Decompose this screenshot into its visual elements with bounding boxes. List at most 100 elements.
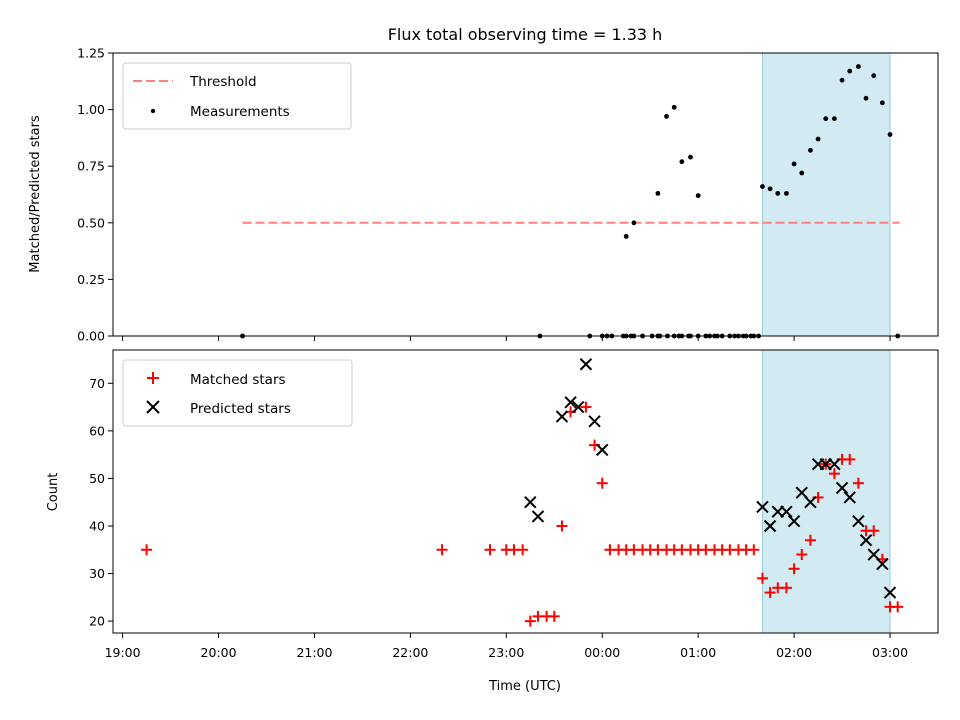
matched-star-point <box>517 544 529 556</box>
legend-predicted-swatch <box>146 400 160 414</box>
measurement-point <box>688 154 693 160</box>
matched-star-point <box>484 544 496 556</box>
matched-star-point <box>796 549 808 561</box>
observing-window-shade-bottom <box>761 349 891 634</box>
x-tick-label: 23:00 <box>488 645 524 660</box>
matched-star-point <box>580 401 592 413</box>
y-tick-label: 20 <box>89 614 105 629</box>
observing-window-shade <box>761 52 891 337</box>
matched-star-point <box>780 582 792 594</box>
measurement-point <box>799 170 805 176</box>
legend-predicted-label: Predicted stars <box>190 401 291 417</box>
predicted-star-point <box>859 534 873 547</box>
x-axis-label: Time (UTC) <box>488 679 561 694</box>
bottom-y-axis-label: Count <box>46 473 61 512</box>
measurement-point <box>855 64 861 69</box>
measurement-point <box>887 132 893 137</box>
matched-star-point <box>828 468 840 480</box>
legend-matched-label: Matched stars <box>190 372 286 388</box>
measurement-point <box>815 136 821 142</box>
measurement-point <box>839 77 845 83</box>
matched-star-point <box>141 544 153 556</box>
measurement-point <box>808 147 813 153</box>
predicted-star-point <box>572 400 585 414</box>
matched-star-point <box>764 587 776 599</box>
x-tick-label: 19:00 <box>105 645 141 660</box>
measurement-point <box>784 190 789 196</box>
y-tick-label: 60 <box>89 423 105 438</box>
matched-star-point <box>524 615 536 627</box>
measurement-point <box>791 161 797 167</box>
matched-star-point <box>844 453 856 465</box>
measurement-point <box>664 113 669 119</box>
matched-star-point <box>788 563 800 575</box>
y-tick-label: 1.00 <box>77 102 105 117</box>
predicted-star-point <box>524 495 537 509</box>
predicted-star-point <box>828 457 841 471</box>
bottom-plot-frame <box>112 349 939 634</box>
measurement-point <box>879 100 885 106</box>
predicted-star-point <box>804 495 817 509</box>
x-tick-label: 21:00 <box>296 645 332 660</box>
matched-star-point <box>756 572 768 584</box>
matched-star-point <box>868 525 880 537</box>
x-tick-label: 02:00 <box>776 645 812 660</box>
x-tick-label: 01:00 <box>680 645 716 660</box>
x-tick-label: 00:00 <box>584 645 620 660</box>
measurement-point <box>671 104 677 110</box>
top-y-ticks: 0.00 0.25 0.50 0.75 1.00 1.25 <box>77 46 113 344</box>
predicted-star-point <box>883 586 897 599</box>
top-legend: Threshold Measurements <box>122 62 352 130</box>
bottom-panel: 20 30 40 50 60 70 19:00 20:00 21:00 22:00 23:00 00… <box>46 349 939 694</box>
matched-star-point <box>892 601 904 613</box>
legend-matched-swatch <box>147 372 159 384</box>
y-tick-label: 0.25 <box>77 272 105 287</box>
x-tick-label: 03:00 <box>872 645 908 660</box>
predicted-star-point <box>596 443 609 457</box>
measurement-point <box>863 95 869 101</box>
measurement-point <box>679 159 685 165</box>
predicted-star-point <box>787 515 801 528</box>
measurement-point <box>775 190 781 196</box>
y-tick-label: 50 <box>89 471 105 486</box>
bottom-y-ticks: 20 30 40 50 60 70 <box>89 376 113 629</box>
predicted-star-point <box>588 415 601 428</box>
matched-star-point <box>748 544 760 556</box>
matched-star-point <box>548 610 560 622</box>
measurement-point <box>655 190 661 196</box>
bottom-points <box>141 358 904 627</box>
measurement-point <box>767 186 773 192</box>
bottom-x-ticks: 19:00 20:00 21:00 22:00 23:00 00:00 01:00 02:00… <box>105 633 908 660</box>
legend-threshold-label: Threshold <box>189 74 257 90</box>
measurement-point <box>831 116 837 122</box>
matched-star-point <box>436 544 448 556</box>
x-tick-label: 20:00 <box>201 645 237 660</box>
predicted-star-point <box>780 505 793 518</box>
top-y-axis-label: Matched/Predicted stars <box>28 115 43 273</box>
chart-title: Flux total observing time = 1.33 h <box>388 25 663 44</box>
top-x-ticks <box>122 336 891 341</box>
predicted-star-point <box>564 396 577 409</box>
measurement-point <box>631 220 637 226</box>
measurement-point <box>823 116 829 122</box>
y-tick-label: 0.00 <box>77 329 105 344</box>
measurement-point <box>760 184 765 189</box>
y-tick-label: 0.75 <box>77 159 105 174</box>
legend-measurements-label: Measurements <box>190 104 290 120</box>
y-tick-label: 0.50 <box>77 215 105 230</box>
predicted-star-point <box>555 410 569 423</box>
y-tick-label: 40 <box>89 518 105 533</box>
matched-star-point <box>556 520 568 532</box>
y-tick-label: 1.25 <box>77 46 105 61</box>
predicted-star-point <box>579 358 593 371</box>
y-tick-label: 30 <box>89 566 105 581</box>
top-panel: Flux total observing time = 1.33 h 0.000… <box>28 25 939 344</box>
measurement-point <box>623 233 629 239</box>
y-tick-label: 70 <box>89 376 105 391</box>
predicted-star-point <box>756 500 769 514</box>
top-plot-frame <box>112 52 939 337</box>
measurement-point <box>871 73 877 79</box>
predicted-star-point <box>876 557 889 571</box>
predicted-star-point <box>531 510 545 523</box>
